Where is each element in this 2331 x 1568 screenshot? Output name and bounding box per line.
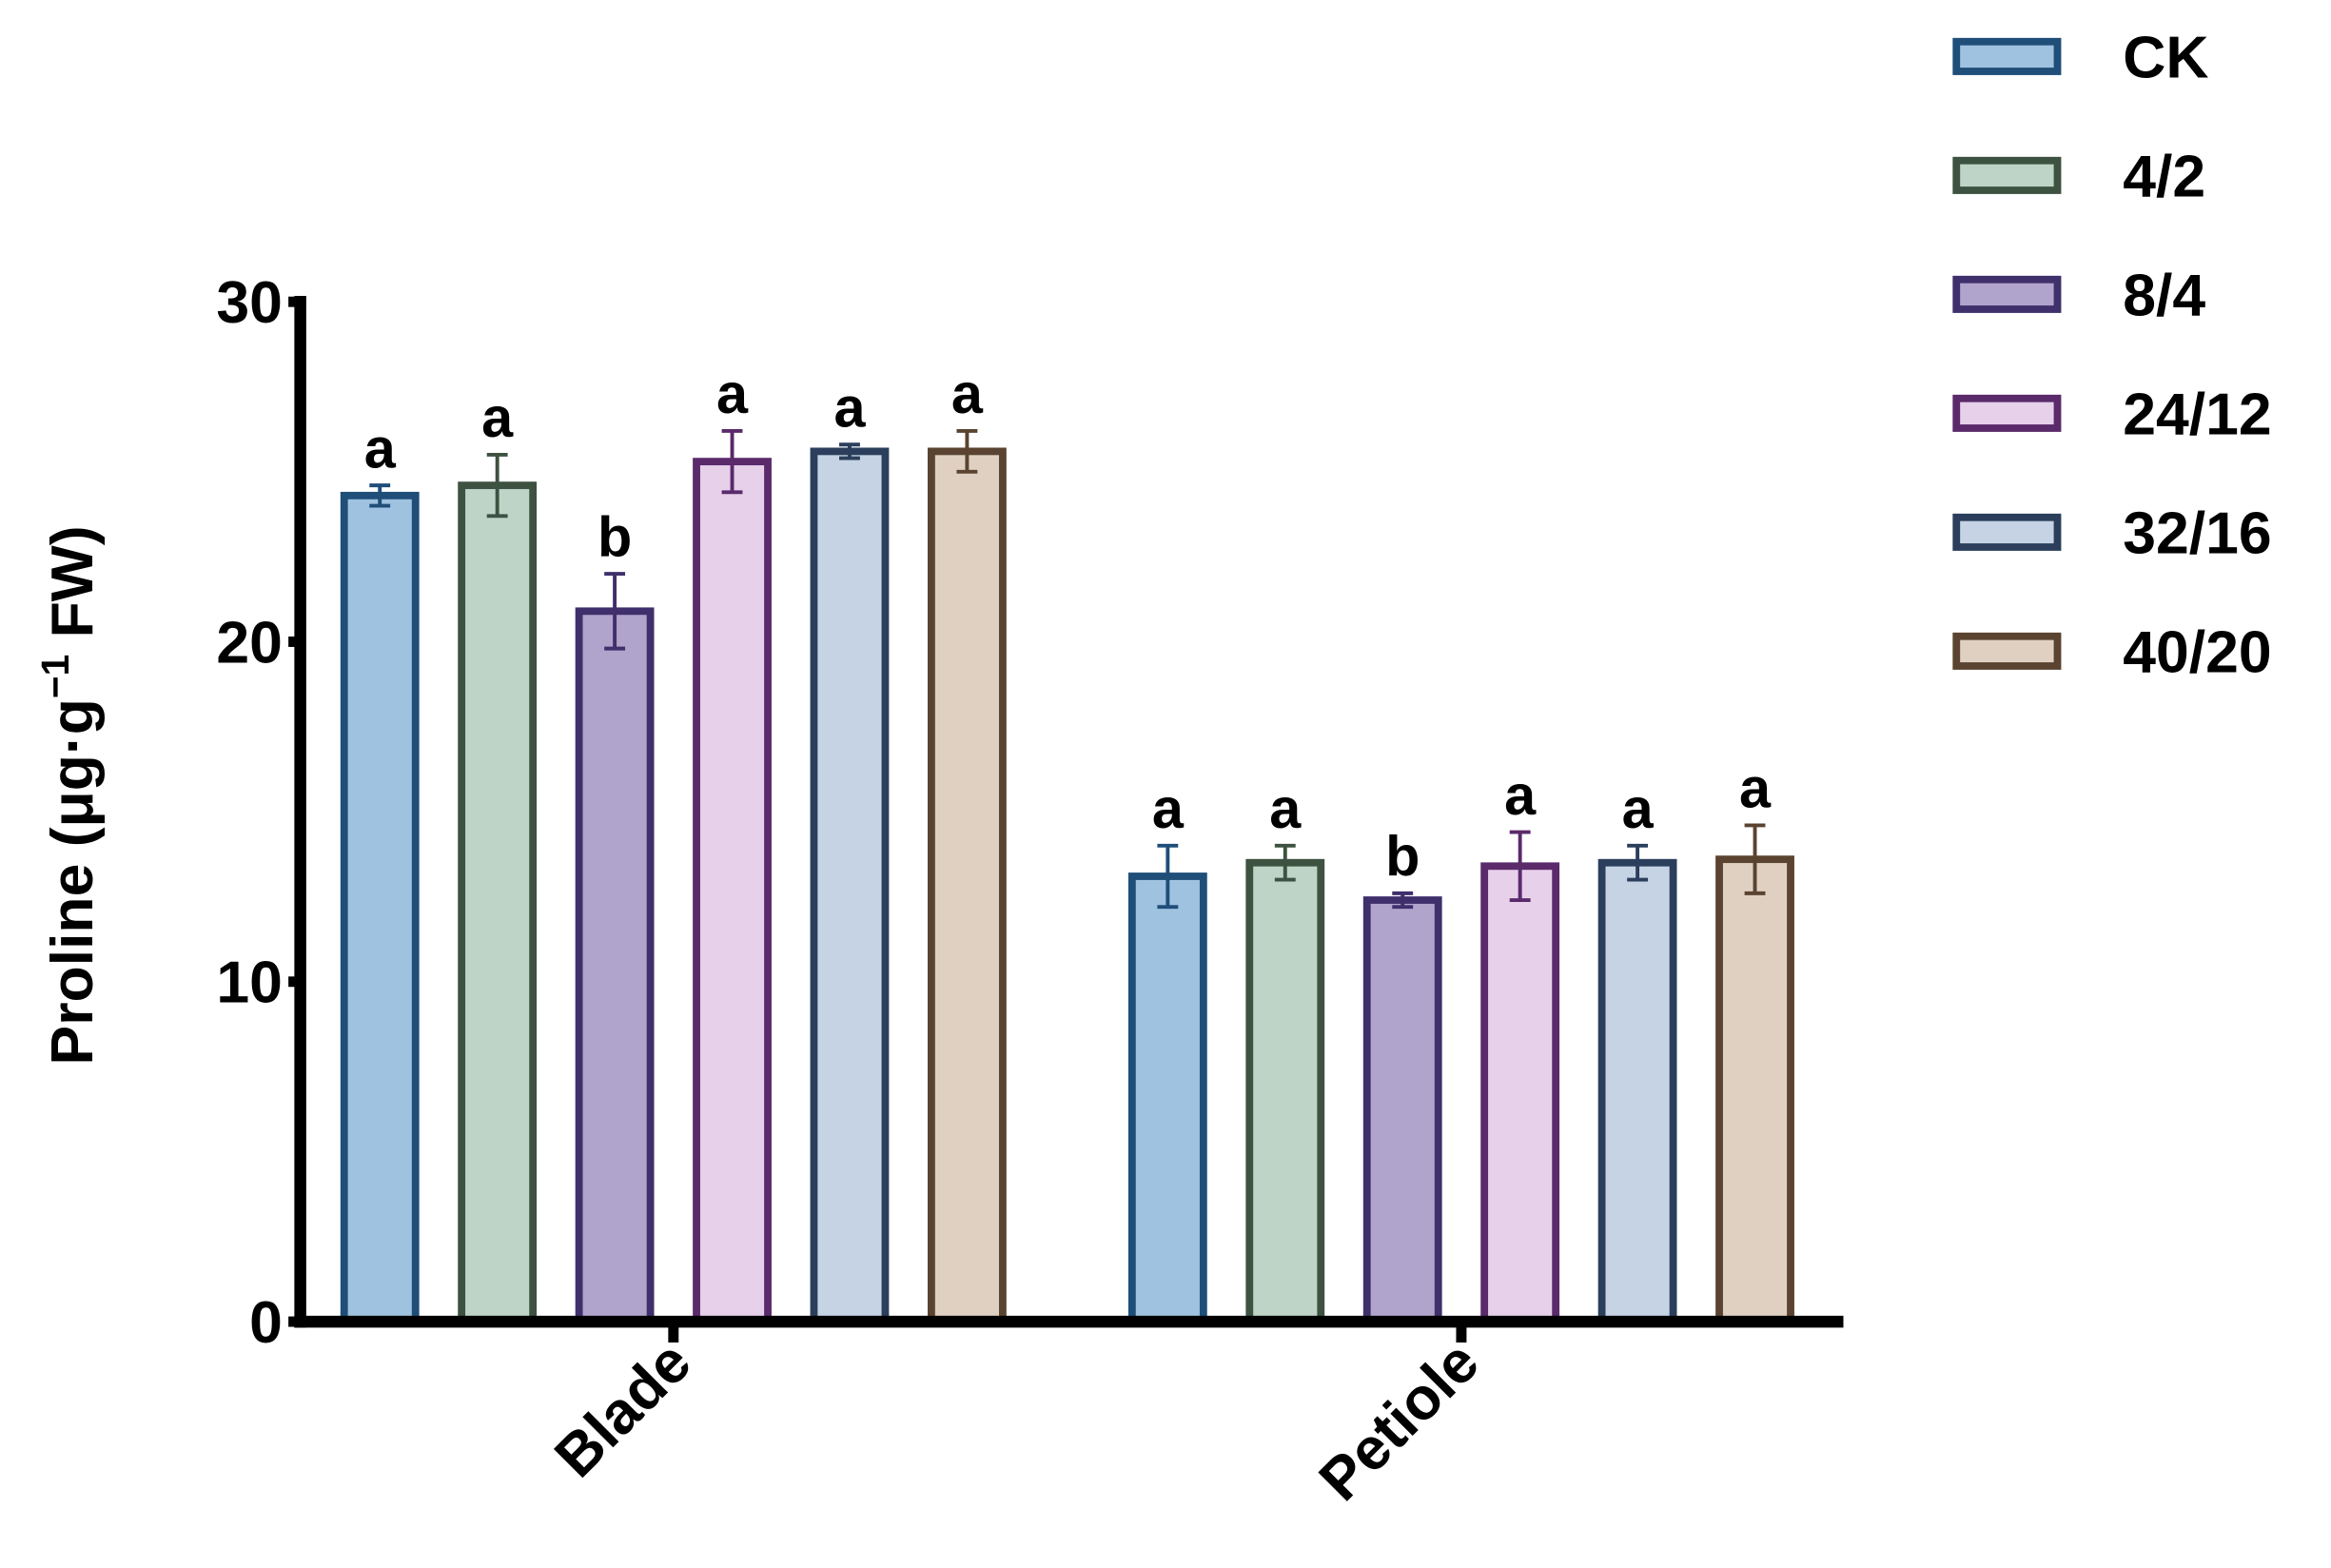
x-tick-label: Blade [542, 1328, 704, 1490]
significance-letter: a [1504, 763, 1537, 827]
legend-swatch [1952, 37, 2062, 75]
significance-letter: b [1385, 824, 1420, 888]
legend-label: 8/4 [2123, 262, 2205, 328]
y-label-sup: −1 [33, 655, 77, 698]
bar [810, 447, 890, 1325]
bar [1480, 862, 1560, 1325]
bar [575, 607, 655, 1325]
legend-label: 40/20 [2123, 618, 2271, 685]
legend-swatch [1952, 513, 2062, 551]
legend-label: 32/16 [2123, 500, 2271, 566]
bar [1362, 896, 1442, 1325]
significance-letter: a [716, 362, 749, 425]
bar [928, 447, 1007, 1325]
y-label-main: Proline (μg·g [39, 698, 106, 1065]
y-tick-label: 20 [216, 609, 283, 676]
bar [1127, 872, 1207, 1325]
significance-letter: b [597, 504, 632, 568]
significance-letter: a [1739, 756, 1772, 820]
significance-letter: a [1152, 776, 1185, 840]
y-tick-label: 0 [249, 1289, 283, 1356]
bar [1715, 855, 1794, 1325]
legend-swatch [1952, 632, 2062, 670]
legend-swatch [1952, 275, 2062, 313]
significance-letter: a [364, 416, 397, 480]
legend-label: 4/2 [2123, 143, 2205, 209]
significance-letter: a [951, 362, 984, 425]
bar [1245, 858, 1325, 1325]
y-label-tail: FW) [39, 525, 106, 654]
significance-letter: a [481, 385, 514, 449]
y-axis-label: Proline (μg·g−1 FW) [33, 525, 106, 1065]
significance-letter: a [1622, 776, 1655, 840]
bar [693, 458, 772, 1325]
y-tick-label: 30 [216, 269, 283, 336]
significance-letter: a [1269, 776, 1302, 840]
bar [1597, 858, 1677, 1325]
legend-swatch [1952, 394, 2062, 432]
legend-label: 24/12 [2123, 381, 2271, 447]
bar [340, 491, 420, 1325]
legend-swatch [1952, 156, 2062, 194]
y-tick-label: 10 [216, 950, 283, 1016]
legend-label: CK [2123, 24, 2208, 90]
x-tick-label: Petiole [1306, 1328, 1491, 1513]
bar [458, 481, 538, 1325]
significance-letter: a [833, 376, 866, 440]
